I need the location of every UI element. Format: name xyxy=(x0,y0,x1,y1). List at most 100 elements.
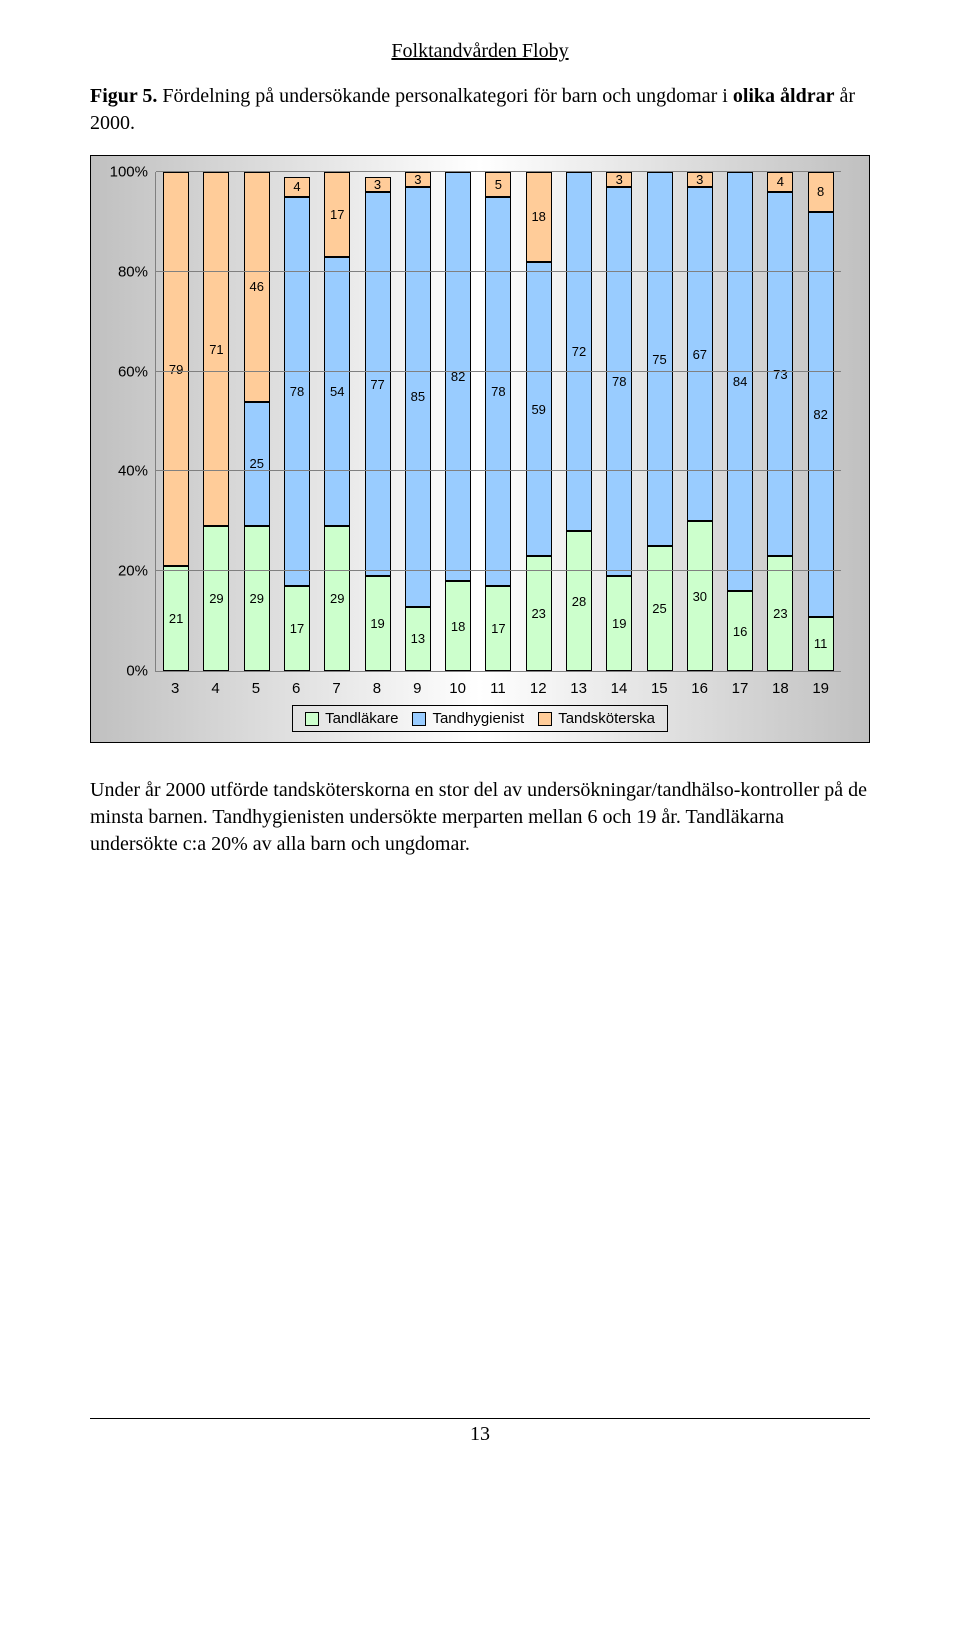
legend-box: Tandläkare Tandhygienist Tandsköterska xyxy=(292,705,668,732)
segment-tandhygienist: 77 xyxy=(365,192,391,576)
bar-6: 47817 xyxy=(284,172,310,671)
segment-tandlakare: 17 xyxy=(284,586,310,671)
gridline xyxy=(156,371,841,372)
x-tick-label: 17 xyxy=(727,680,753,697)
x-tick-label: 9 xyxy=(404,680,430,697)
segment-tandhygienist: 75 xyxy=(647,172,673,546)
segment-tandskoterska: 4 xyxy=(767,172,793,192)
bar-18: 47323 xyxy=(767,172,793,671)
legend-item-tandlakare: Tandläkare xyxy=(305,710,398,727)
legend-label-tandlakare: Tandläkare xyxy=(325,710,398,727)
y-tick-label: 80% xyxy=(118,263,156,280)
segment-tandlakare: 21 xyxy=(163,566,189,671)
legend-label-tandskoterska: Tandsköterska xyxy=(558,710,655,727)
segment-tandskoterska: 3 xyxy=(606,172,632,187)
x-tick-label: 15 xyxy=(646,680,672,697)
x-axis: 345678910111213141516171819 xyxy=(155,680,841,697)
segment-tandhygienist: 25 xyxy=(244,402,270,527)
chart-container: 7921712946252947817175429377193851382185… xyxy=(90,155,870,743)
segment-tandskoterska: 3 xyxy=(365,177,391,192)
y-tick-label: 60% xyxy=(118,363,156,380)
bar-10: 8218 xyxy=(445,172,471,671)
figure-caption: Figur 5. Fördelning på undersökande pers… xyxy=(90,83,870,137)
x-tick-label: 12 xyxy=(525,680,551,697)
bar-14: 37819 xyxy=(606,172,632,671)
segment-tandhygienist: 59 xyxy=(526,262,552,556)
legend-swatch-tandlakare xyxy=(305,712,319,726)
bars-group: 7921712946252947817175429377193851382185… xyxy=(156,172,841,671)
bar-4: 7129 xyxy=(203,172,229,671)
segment-tandlakare: 25 xyxy=(647,546,673,671)
bar-12: 185923 xyxy=(526,172,552,671)
x-tick-label: 6 xyxy=(283,680,309,697)
segment-tandhygienist: 82 xyxy=(808,212,834,617)
page-number: 13 xyxy=(470,1423,490,1445)
figure-label: Figur 5. xyxy=(90,85,157,107)
body-paragraph: Under år 2000 utförde tandsköterskorna e… xyxy=(90,777,870,858)
segment-tandskoterska: 71 xyxy=(203,172,229,526)
segment-tandskoterska: 17 xyxy=(324,172,350,257)
x-tick-label: 8 xyxy=(364,680,390,697)
bar-13: 7228 xyxy=(566,172,592,671)
bar-7: 175429 xyxy=(324,172,350,671)
page-footer: 13 xyxy=(90,1418,870,1446)
segment-tandhygienist: 78 xyxy=(606,187,632,576)
x-tick-label: 19 xyxy=(808,680,834,697)
segment-tandlakare: 30 xyxy=(687,521,713,671)
segment-tandlakare: 29 xyxy=(324,526,350,671)
segment-tandhygienist: 82 xyxy=(445,172,471,581)
y-tick-label: 100% xyxy=(110,164,156,181)
bar-9: 38513 xyxy=(405,172,431,671)
segment-tandlakare: 11 xyxy=(808,617,834,671)
segment-tandlakare: 23 xyxy=(526,556,552,671)
segment-tandlakare: 19 xyxy=(365,576,391,671)
bar-5: 462529 xyxy=(244,172,270,671)
gridline xyxy=(156,171,841,172)
bar-15: 7525 xyxy=(647,172,673,671)
legend-swatch-tandskoterska xyxy=(538,712,552,726)
segment-tandskoterska: 4 xyxy=(284,177,310,197)
legend: Tandläkare Tandhygienist Tandsköterska xyxy=(91,701,869,742)
x-tick-label: 3 xyxy=(162,680,188,697)
x-tick-label: 5 xyxy=(243,680,269,697)
x-tick-label: 7 xyxy=(324,680,350,697)
x-tick-label: 10 xyxy=(445,680,471,697)
y-tick-label: 0% xyxy=(126,663,156,680)
figure-caption-bold: olika åldrar xyxy=(733,85,835,107)
segment-tandskoterska: 3 xyxy=(687,172,713,187)
segment-tandskoterska: 8 xyxy=(808,172,834,212)
plot-area: 7921712946252947817175429377193851382185… xyxy=(155,172,841,672)
segment-tandlakare: 23 xyxy=(767,556,793,671)
gridline xyxy=(156,570,841,571)
segment-tandhygienist: 78 xyxy=(284,197,310,586)
x-tick-label: 16 xyxy=(687,680,713,697)
chart-box: 7921712946252947817175429377193851382185… xyxy=(90,155,870,743)
x-tick-label: 14 xyxy=(606,680,632,697)
segment-tandskoterska: 79 xyxy=(163,172,189,566)
segment-tandlakare: 19 xyxy=(606,576,632,671)
segment-tandlakare: 29 xyxy=(244,526,270,671)
bar-19: 88211 xyxy=(808,172,834,671)
bar-11: 57817 xyxy=(485,172,511,671)
legend-label-tandhygienist: Tandhygienist xyxy=(432,710,524,727)
figure-caption-part1: Fördelning på undersökande personalkateg… xyxy=(157,85,732,107)
segment-tandskoterska: 5 xyxy=(485,172,511,197)
segment-tandlakare: 18 xyxy=(445,581,471,671)
segment-tandhygienist: 85 xyxy=(405,187,431,607)
segment-tandlakare: 16 xyxy=(727,591,753,671)
gridline xyxy=(156,470,841,471)
segment-tandhygienist: 54 xyxy=(324,257,350,526)
segment-tandhygienist: 84 xyxy=(727,172,753,591)
y-tick-label: 40% xyxy=(118,463,156,480)
segment-tandlakare: 13 xyxy=(405,607,431,671)
bar-3: 7921 xyxy=(163,172,189,671)
segment-tandskoterska: 18 xyxy=(526,172,552,262)
legend-item-tandskoterska: Tandsköterska xyxy=(538,710,655,727)
segment-tandlakare: 17 xyxy=(485,586,511,671)
bar-8: 37719 xyxy=(365,172,391,671)
segment-tandhygienist: 73 xyxy=(767,192,793,556)
bar-16: 36730 xyxy=(687,172,713,671)
segment-tandskoterska: 46 xyxy=(244,172,270,402)
segment-tandhygienist: 78 xyxy=(485,197,511,586)
segment-tandhygienist: 72 xyxy=(566,172,592,531)
